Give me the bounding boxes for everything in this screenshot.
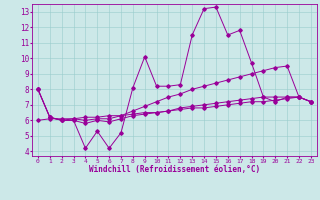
X-axis label: Windchill (Refroidissement éolien,°C): Windchill (Refroidissement éolien,°C) [89, 165, 260, 174]
